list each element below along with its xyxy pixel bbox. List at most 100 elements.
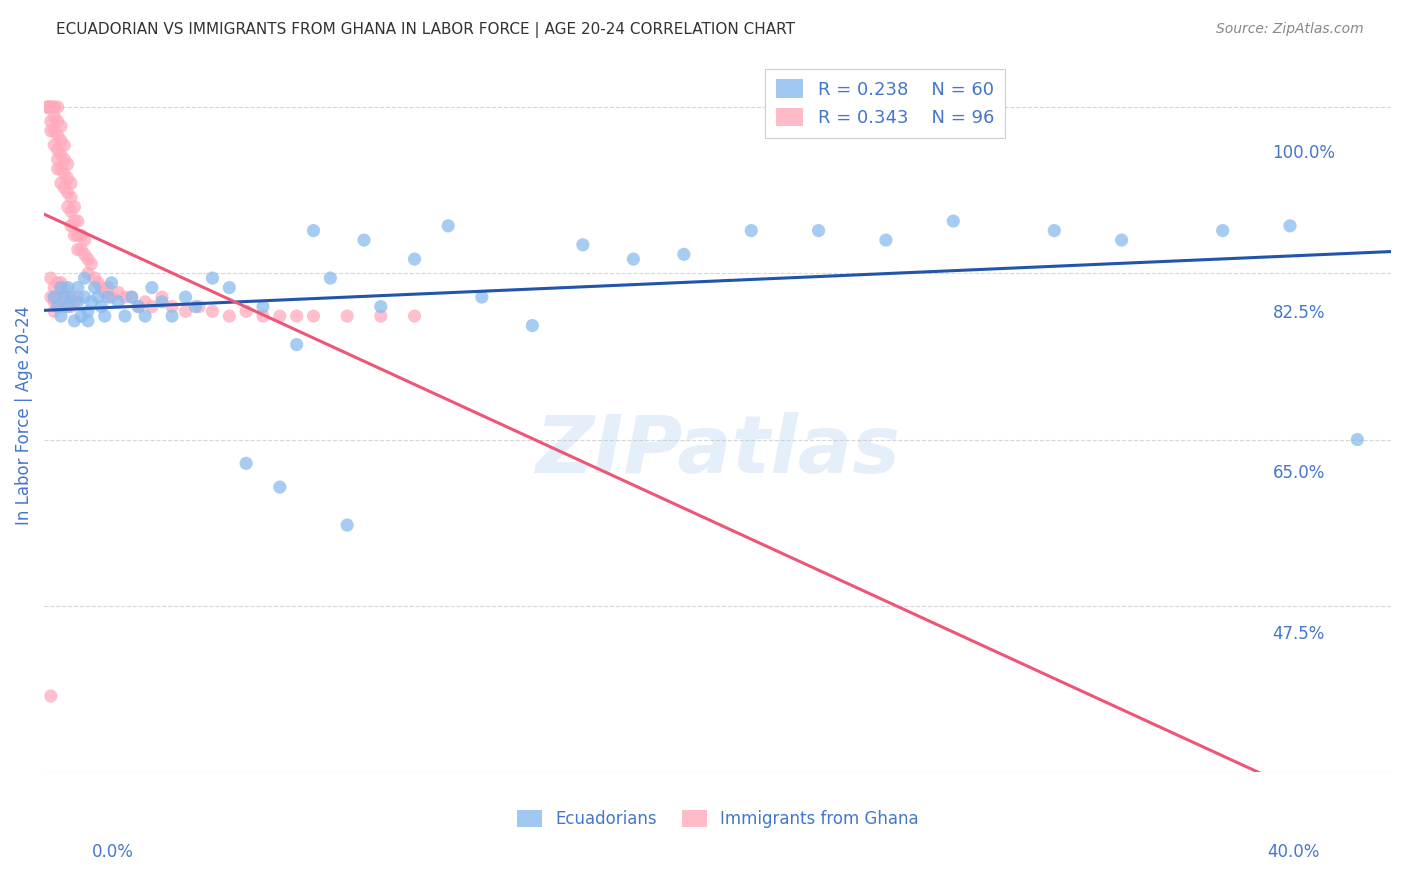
Point bbox=[46, 276, 69, 290]
Point bbox=[70, 243, 93, 257]
Point bbox=[184, 300, 207, 314]
Point bbox=[44, 138, 66, 153]
Point bbox=[66, 214, 89, 228]
Point bbox=[522, 318, 544, 333]
Point bbox=[44, 290, 66, 304]
Point bbox=[56, 300, 79, 314]
Point bbox=[49, 133, 72, 147]
Point bbox=[437, 219, 460, 233]
Point bbox=[107, 285, 129, 300]
Point bbox=[107, 294, 129, 309]
Point bbox=[63, 228, 86, 243]
Point bbox=[319, 271, 342, 285]
Point bbox=[83, 271, 105, 285]
Point bbox=[66, 243, 89, 257]
Point bbox=[49, 309, 72, 323]
Point bbox=[44, 280, 66, 294]
Point bbox=[44, 110, 66, 124]
Point bbox=[141, 300, 163, 314]
Point bbox=[201, 304, 224, 318]
Point bbox=[134, 309, 156, 323]
Point bbox=[370, 309, 392, 323]
Point bbox=[53, 280, 76, 294]
Point bbox=[39, 290, 62, 304]
Point bbox=[60, 300, 83, 314]
Point bbox=[404, 252, 426, 266]
Point bbox=[100, 290, 122, 304]
Point bbox=[80, 294, 103, 309]
Point bbox=[160, 300, 183, 314]
Text: 47.5%: 47.5% bbox=[1272, 624, 1324, 642]
Point bbox=[46, 128, 69, 143]
Point bbox=[370, 300, 392, 314]
Point bbox=[53, 290, 76, 304]
Point bbox=[90, 280, 112, 294]
Point bbox=[44, 294, 66, 309]
Point bbox=[114, 290, 136, 304]
Point bbox=[875, 233, 897, 247]
Point bbox=[49, 276, 72, 290]
Text: 40.0%: 40.0% bbox=[1267, 843, 1320, 861]
Point bbox=[672, 247, 695, 261]
Point bbox=[77, 304, 100, 318]
Point bbox=[46, 300, 69, 314]
Point bbox=[39, 689, 62, 703]
Point bbox=[252, 300, 274, 314]
Point bbox=[60, 290, 83, 304]
Point bbox=[134, 294, 156, 309]
Text: 100.0%: 100.0% bbox=[1272, 144, 1336, 161]
Point bbox=[60, 204, 83, 219]
Point bbox=[1212, 224, 1234, 238]
Point bbox=[1111, 233, 1133, 247]
Point bbox=[1043, 224, 1066, 238]
Text: ECUADORIAN VS IMMIGRANTS FROM GHANA IN LABOR FORCE | AGE 20-24 CORRELATION CHART: ECUADORIAN VS IMMIGRANTS FROM GHANA IN L… bbox=[56, 22, 796, 38]
Point bbox=[60, 176, 83, 190]
Point bbox=[150, 290, 173, 304]
Point bbox=[160, 309, 183, 323]
Point bbox=[49, 176, 72, 190]
Point bbox=[56, 157, 79, 171]
Point bbox=[127, 300, 149, 314]
Point bbox=[39, 100, 62, 114]
Point bbox=[46, 114, 69, 128]
Point bbox=[73, 290, 96, 304]
Point bbox=[269, 309, 291, 323]
Point bbox=[66, 290, 89, 304]
Point bbox=[56, 280, 79, 294]
Point bbox=[63, 200, 86, 214]
Point bbox=[63, 214, 86, 228]
Point bbox=[1346, 433, 1368, 447]
Point bbox=[49, 280, 72, 294]
Point bbox=[83, 280, 105, 294]
Point bbox=[53, 153, 76, 167]
Point bbox=[44, 100, 66, 114]
Point bbox=[66, 294, 89, 309]
Point bbox=[49, 119, 72, 133]
Point bbox=[53, 138, 76, 153]
Point bbox=[87, 276, 110, 290]
Point bbox=[60, 190, 83, 204]
Legend: Ecuadorians, Immigrants from Ghana: Ecuadorians, Immigrants from Ghana bbox=[510, 804, 925, 835]
Point bbox=[46, 290, 69, 304]
Point bbox=[127, 300, 149, 314]
Point bbox=[46, 290, 69, 304]
Point bbox=[97, 290, 120, 304]
Point bbox=[73, 247, 96, 261]
Point bbox=[49, 300, 72, 314]
Point bbox=[1278, 219, 1301, 233]
Point bbox=[621, 252, 644, 266]
Point bbox=[252, 309, 274, 323]
Point bbox=[49, 147, 72, 161]
Point bbox=[56, 290, 79, 304]
Point bbox=[46, 100, 69, 114]
Point bbox=[70, 309, 93, 323]
Point bbox=[56, 171, 79, 186]
Point bbox=[44, 124, 66, 138]
Point bbox=[63, 294, 86, 309]
Point bbox=[46, 161, 69, 176]
Point bbox=[174, 290, 197, 304]
Point bbox=[46, 143, 69, 157]
Point bbox=[188, 300, 211, 314]
Point bbox=[100, 276, 122, 290]
Point bbox=[471, 290, 494, 304]
